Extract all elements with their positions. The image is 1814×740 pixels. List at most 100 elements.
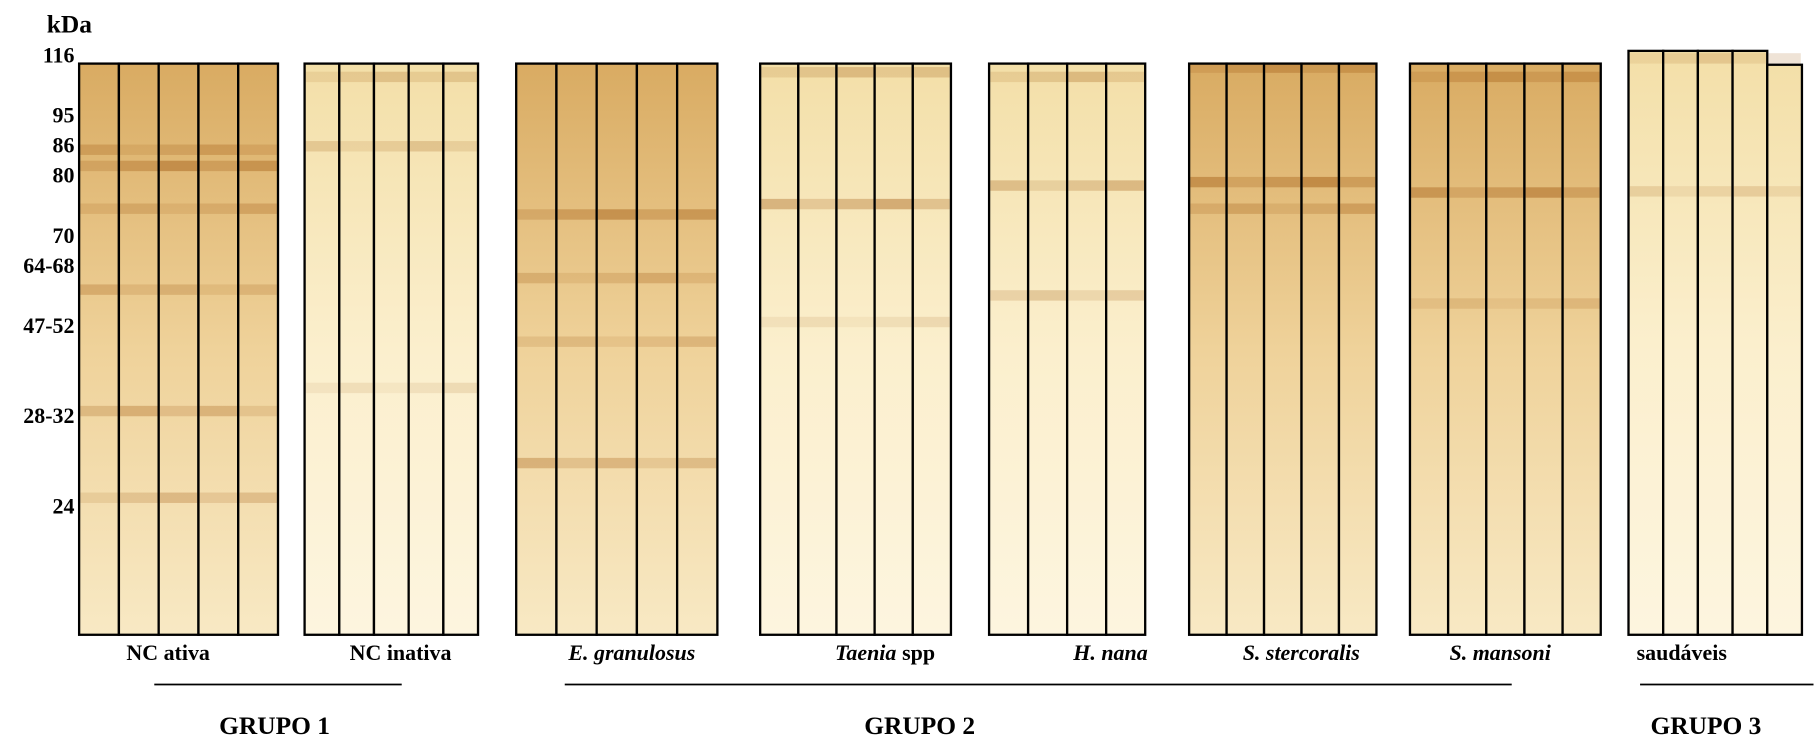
protein-band (199, 144, 238, 155)
protein-band (517, 209, 556, 220)
strip (117, 62, 160, 636)
strip (1662, 49, 1700, 636)
strip-membrane (443, 63, 479, 635)
strip-border (675, 62, 719, 636)
strip (1187, 62, 1228, 636)
strip (595, 62, 639, 636)
protein-band (761, 67, 798, 78)
panel-label: H. nana (1072, 640, 1147, 665)
protein-band (1525, 71, 1562, 83)
strip-membrane (1663, 50, 1698, 635)
group-label: GRUPO 2 (864, 711, 975, 740)
strip-membrane (118, 63, 159, 635)
protein-band (1449, 71, 1486, 83)
protein-band (409, 382, 443, 394)
protein-band (1068, 71, 1106, 83)
protein-band (305, 382, 339, 394)
protein-band (557, 209, 596, 220)
strip (873, 62, 914, 636)
strip-membrane (1106, 63, 1146, 635)
strip-membrane (874, 63, 913, 635)
protein-band (837, 67, 874, 78)
strip (1225, 62, 1266, 636)
protein-band (837, 198, 874, 210)
protein-band (199, 160, 238, 172)
label-part: E. granulosus (567, 640, 695, 665)
strip (197, 62, 240, 636)
protein-band (875, 198, 912, 210)
strip (1408, 62, 1450, 636)
protein-band (1733, 53, 1767, 64)
protein-band (1664, 186, 1697, 197)
protein-band (1029, 71, 1066, 83)
protein-band (990, 180, 1027, 191)
strip (675, 62, 719, 636)
strip (515, 62, 558, 636)
panel-label: E. granulosus (567, 640, 695, 665)
protein-band (638, 457, 676, 469)
kda-marker: 28-32 (23, 403, 74, 428)
protein-band (678, 272, 717, 284)
group-label: GRUPO 1 (219, 711, 330, 740)
strip (303, 62, 341, 636)
protein-band (444, 382, 477, 394)
protein-band (678, 336, 717, 347)
protein-band (305, 141, 339, 152)
protein-band (159, 284, 198, 295)
protein-band (1449, 187, 1486, 198)
protein-band (1411, 298, 1447, 309)
protein-band (120, 144, 158, 155)
strip-membrane (1189, 63, 1227, 635)
protein-band (1265, 203, 1301, 214)
protein-band (1107, 290, 1145, 301)
protein-band (1525, 187, 1562, 198)
protein-band (597, 209, 636, 220)
protein-band (517, 272, 556, 284)
protein-band (597, 457, 636, 469)
strip (1262, 62, 1303, 636)
protein-band (80, 160, 118, 172)
strip (1337, 62, 1378, 636)
strip-membrane (1562, 63, 1601, 635)
strip-border (911, 62, 953, 636)
strip-membrane (677, 63, 718, 635)
strip (759, 62, 800, 636)
strip-membrane (1732, 50, 1768, 635)
protein-band (761, 198, 798, 210)
protein-band (409, 71, 443, 83)
protein-band (517, 457, 556, 469)
protein-band (799, 67, 836, 78)
protein-band (1227, 203, 1263, 214)
strip-membrane (596, 63, 637, 635)
protein-band (1227, 62, 1263, 73)
kda-marker: 47-52 (23, 313, 74, 338)
strip-membrane (1697, 50, 1733, 635)
protein-band (761, 316, 798, 328)
protein-band (1629, 53, 1663, 64)
protein-band (1487, 187, 1524, 198)
protein-band (120, 203, 158, 214)
protein-band (638, 336, 676, 347)
strip-border (237, 62, 280, 636)
strip-membrane (636, 63, 678, 635)
label-part: S. mansoni (1450, 640, 1551, 665)
panel-label: S. stercoralis (1243, 640, 1360, 665)
protein-band (340, 71, 373, 83)
panel-label: S. mansoni (1450, 640, 1551, 665)
protein-band (557, 272, 596, 284)
protein-band (80, 203, 118, 214)
protein-band (557, 336, 596, 347)
protein-band (199, 284, 238, 295)
strip-membrane (1226, 63, 1265, 635)
strip (1065, 62, 1108, 636)
strip (835, 62, 876, 636)
protein-band (517, 336, 556, 347)
strip-membrane (1448, 63, 1487, 635)
strip (372, 62, 410, 636)
strip-membrane (516, 63, 557, 635)
protein-band (1302, 62, 1338, 73)
protein-band (1068, 290, 1106, 301)
strip-membrane (1628, 50, 1664, 635)
protein-band (1265, 176, 1301, 188)
